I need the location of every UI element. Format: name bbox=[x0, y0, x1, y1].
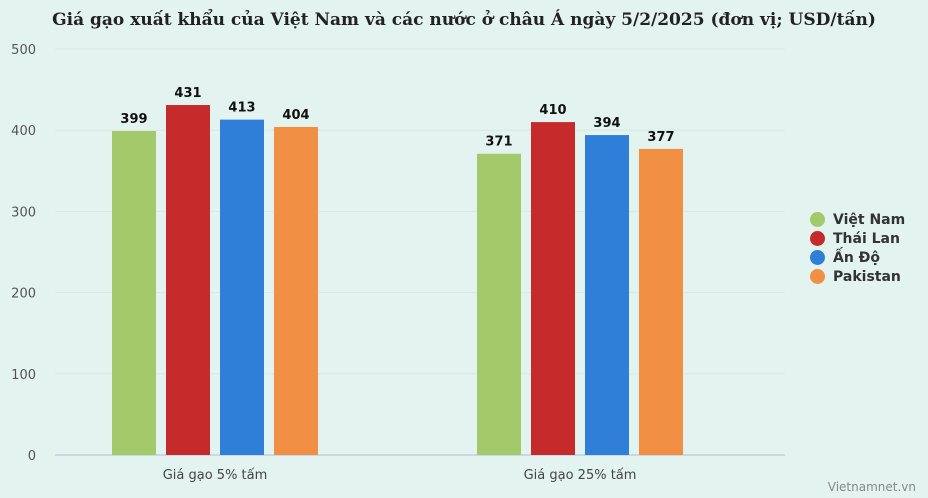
legend-item[interactable]: Việt Nam bbox=[810, 210, 905, 229]
data-label: 404 bbox=[282, 108, 309, 123]
data-label: 431 bbox=[174, 86, 201, 101]
legend-item[interactable]: Thái Lan bbox=[810, 229, 905, 248]
bar bbox=[531, 122, 575, 455]
bar bbox=[477, 153, 521, 456]
legend-swatch bbox=[810, 250, 825, 265]
bar bbox=[585, 135, 629, 455]
bar bbox=[112, 131, 156, 455]
y-tick-label: 200 bbox=[11, 287, 36, 302]
data-label: 410 bbox=[539, 103, 566, 118]
data-label: 394 bbox=[593, 116, 620, 131]
legend-swatch bbox=[810, 231, 825, 246]
data-label: 399 bbox=[120, 112, 147, 127]
x-tick-label: Giá gạo 25% tấm bbox=[524, 468, 637, 483]
legend-item[interactable]: Pakistan bbox=[810, 267, 905, 286]
legend-item[interactable]: Ấn Độ bbox=[810, 248, 905, 267]
legend-label: Việt Nam bbox=[833, 211, 906, 228]
bar bbox=[166, 105, 210, 455]
y-tick-label: 300 bbox=[11, 205, 36, 220]
legend-swatch bbox=[810, 212, 825, 227]
y-tick-label: 100 bbox=[11, 368, 36, 383]
source-label: Vietnamnet.vn bbox=[827, 480, 916, 494]
legend-label: Ấn Độ bbox=[833, 249, 881, 266]
legend-label: Pakistan bbox=[833, 268, 901, 285]
data-label: 413 bbox=[228, 101, 255, 116]
bar bbox=[220, 119, 264, 456]
x-tick-label: Giá gạo 5% tấm bbox=[163, 468, 268, 483]
y-tick-label: 0 bbox=[28, 449, 36, 464]
data-label: 377 bbox=[647, 130, 674, 145]
y-tick-label: 500 bbox=[11, 43, 36, 58]
legend: Việt Nam Thái Lan Ấn Độ Pakistan bbox=[810, 210, 905, 286]
legend-label: Thái Lan bbox=[833, 230, 900, 247]
data-label: 371 bbox=[485, 135, 512, 150]
bar bbox=[639, 148, 683, 455]
chart-title: Giá gạo xuất khẩu của Việt Nam và các nư… bbox=[52, 10, 876, 30]
y-tick-label: 400 bbox=[11, 124, 36, 139]
bar bbox=[274, 126, 318, 456]
legend-swatch bbox=[810, 269, 825, 284]
